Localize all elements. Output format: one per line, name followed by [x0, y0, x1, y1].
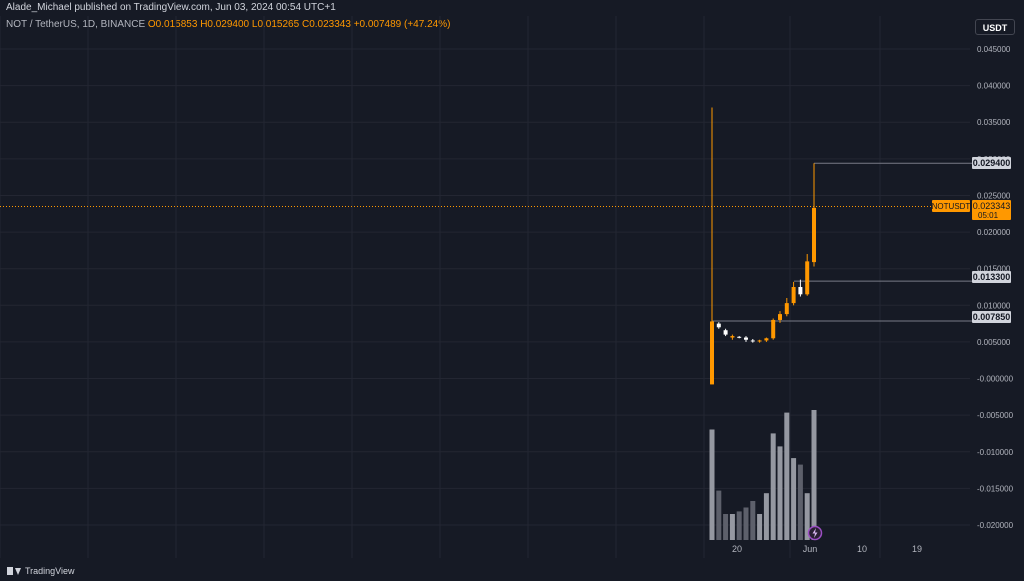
level-lines	[712, 162, 972, 322]
legend-high: H0.029400	[200, 19, 250, 30]
ohlc-legend: NOT / TetherUS, 1D, BINANCE O0.015853 H0…	[6, 18, 450, 32]
volume-bar	[723, 514, 729, 540]
publisher-bar: Alade_Michael published on TradingView.c…	[0, 0, 1024, 16]
legend-low: L0.015265	[251, 19, 300, 30]
candle-body[interactable]	[723, 330, 728, 335]
price-tick: -0.010000	[977, 448, 1014, 457]
legend-symbol[interactable]: NOT / TetherUS, 1D, BINANCE	[6, 19, 146, 30]
price-axis[interactable]: 0.0450000.0400000.0350000.0300000.025000…	[977, 45, 1014, 530]
last-price-tag: NOTUSDT 0.023343 05:01	[932, 200, 1011, 220]
countdown-label: 05:01	[978, 211, 999, 220]
candles	[710, 107, 816, 385]
candle-body[interactable]	[744, 337, 748, 340]
high-marker: 0.029400	[972, 157, 1011, 169]
symbol-tag-label: NOTUSDT	[932, 202, 971, 211]
price-tick: -0.000000	[977, 375, 1014, 384]
volume-bar	[729, 514, 735, 540]
price-tick: -0.015000	[977, 484, 1014, 493]
currency-button[interactable]: USDT	[975, 19, 1015, 35]
brand-text: TradingView	[25, 566, 75, 576]
candle-body[interactable]	[737, 336, 742, 338]
high-marker-label: 0.029400	[973, 158, 1011, 168]
footer-bar: TradingView	[0, 560, 1024, 581]
volume-bar	[757, 514, 763, 540]
time-axis[interactable]: 20 Jun 10 19	[732, 544, 922, 554]
volume-bar	[716, 490, 722, 540]
candle-body[interactable]	[791, 287, 796, 304]
volume-bar	[784, 412, 790, 540]
time-tick: 19	[912, 544, 922, 554]
time-tick: 10	[857, 544, 867, 554]
price-tick: 0.015000	[977, 265, 1011, 274]
publisher-text: Alade_Michael published on TradingView.c…	[6, 2, 336, 13]
volume-bar	[777, 446, 783, 540]
candle-body[interactable]	[771, 319, 776, 339]
volume-bar	[750, 501, 756, 540]
volume-bar	[709, 429, 715, 540]
tradingview-icon	[7, 567, 21, 575]
volume-bar	[791, 458, 797, 540]
time-tick: Jun	[803, 544, 818, 554]
grid	[0, 16, 970, 558]
lightning-icon[interactable]	[807, 525, 823, 541]
volume-bars	[709, 410, 817, 540]
volume-bar	[811, 410, 817, 540]
legend-open: O0.015853	[147, 19, 198, 30]
level-low-tag: 0.007850	[972, 311, 1011, 323]
volume-bar	[763, 493, 769, 540]
volume-bar	[804, 493, 810, 540]
price-tick: 0.040000	[977, 82, 1011, 91]
candle-body[interactable]	[764, 338, 769, 341]
candle-body[interactable]	[805, 261, 810, 295]
price-tick: 0.020000	[977, 228, 1011, 237]
price-chart[interactable]: 0.0450000.0400000.0350000.0300000.025000…	[0, 0, 1024, 560]
candle-body[interactable]	[798, 287, 803, 295]
price-tick: 0.035000	[977, 118, 1011, 127]
level-low-label: 0.007850	[973, 312, 1011, 322]
price-tick: -0.005000	[977, 411, 1014, 420]
volume-bar	[770, 433, 776, 540]
legend-change: +0.007489 (+47.24%)	[353, 19, 451, 30]
last-price-label: 0.023343	[973, 201, 1011, 211]
candle-body[interactable]	[778, 314, 782, 320]
candle-body[interactable]	[784, 303, 789, 315]
price-tick: 0.010000	[977, 301, 1011, 310]
level-mid-label: 0.013300	[973, 272, 1011, 282]
volume-bar	[797, 464, 803, 540]
candle-body[interactable]	[716, 323, 721, 328]
legend-close: C0.023343	[301, 19, 351, 30]
time-tick: 20	[732, 544, 742, 554]
candle-body[interactable]	[710, 321, 714, 385]
volume-bar	[736, 511, 742, 540]
price-tick: -0.020000	[977, 521, 1014, 530]
volume-bar	[743, 507, 749, 540]
price-tick: 0.005000	[977, 338, 1011, 347]
price-tick: 0.025000	[977, 191, 1011, 200]
price-tick: 0.045000	[977, 45, 1011, 54]
candle-body[interactable]	[750, 340, 755, 342]
candle-body[interactable]	[730, 336, 735, 338]
candle-body[interactable]	[757, 340, 762, 342]
tradingview-logo[interactable]: TradingView	[7, 566, 75, 576]
level-mid-tag: 0.013300	[972, 271, 1011, 283]
candle-body[interactable]	[812, 207, 816, 263]
